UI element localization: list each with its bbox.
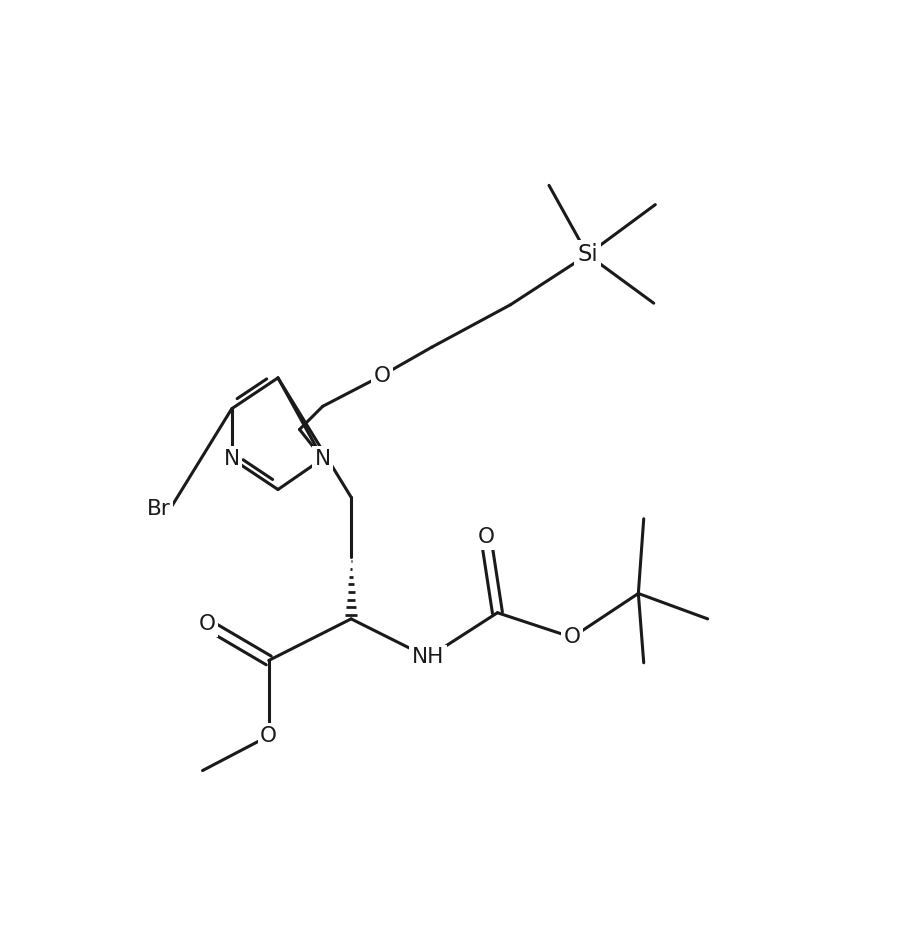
Text: O: O xyxy=(373,366,390,386)
Text: O: O xyxy=(563,628,580,647)
Text: O: O xyxy=(260,726,277,746)
Text: N: N xyxy=(314,448,331,468)
Text: NH: NH xyxy=(412,647,444,667)
Text: Si: Si xyxy=(577,244,598,266)
Text: O: O xyxy=(476,527,494,547)
Text: Br: Br xyxy=(147,499,170,519)
Text: O: O xyxy=(199,614,215,634)
Text: N: N xyxy=(223,448,240,468)
